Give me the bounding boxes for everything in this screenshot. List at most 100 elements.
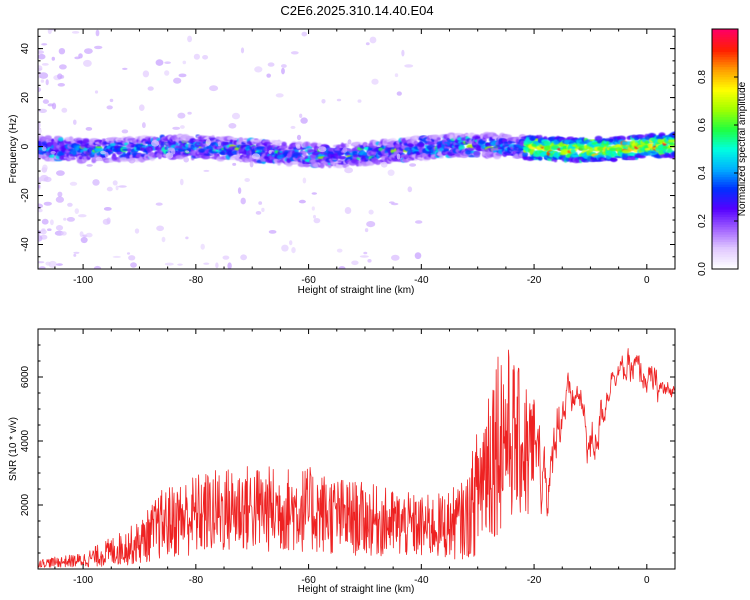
colorbar-band [712,94,738,98]
colorbar-band [712,29,738,33]
spectrogram-cell [417,142,425,148]
spectrogram-cell [306,146,313,150]
spectrogram-noise-cell [84,48,93,54]
spectrogram-noise-cell [336,98,342,102]
y-tick-label: 0 [20,143,31,149]
spectrogram-noise-cell [240,197,246,205]
spectrogram-noise-cell [73,251,80,254]
spectrogram-noise-cell [244,178,250,182]
colorbar-band [712,176,738,180]
colorbar-band [712,166,738,170]
spectrogram-noise-cell [38,108,48,113]
spectrogram-noise-cell [55,196,64,203]
spectrogram-noise-cell [112,180,118,186]
spectrogram-noise-cell [391,202,399,206]
colorbar-band [712,141,738,145]
colorbar-band [712,256,738,260]
spectrogram-noise-cell [42,99,50,104]
spectrogram-cell [594,135,603,142]
y-tick-label: 2000 [20,493,31,516]
colorbar-band [712,189,738,193]
colorbar-band [712,154,738,158]
x-tick-label: -20 [527,575,542,586]
spectrogram-cell [205,156,211,159]
colorbar-band [712,174,738,178]
spectrogram-noise-cell [41,63,49,66]
snr-y-label: SNR (10 * v/v) [8,417,19,481]
spectrogram-noise-cell [180,135,188,139]
spectrogram-noise-cell [115,185,119,191]
spectrogram-cell [363,152,368,156]
snr-series-line [38,348,675,568]
spectrogram-noise-cell [147,86,154,91]
spectrogram-noise-cell [202,55,209,60]
spectrogram-noise-cell [103,207,112,211]
spectrogram-noise-cell [112,255,122,258]
colorbar-band [712,164,738,168]
spectrogram-noise-cell [249,161,254,168]
x-tick-label: 0 [644,575,650,586]
spectrogram-y-ticks: -40 -20 0 20 40 [20,35,675,270]
colorbar-band [712,216,738,220]
colorbar-band [712,74,738,78]
spectrogram-noise-cell [396,91,402,96]
spectrogram-noise-cell [254,66,263,73]
spectrogram-noise-cell [95,156,103,161]
spectrogram-noise-cell [106,137,115,140]
colorbar-band [712,261,738,265]
spectrogram-noise-cell [185,236,189,240]
spectrogram-noise-cell [228,123,237,129]
spectrogram-noise-cell [185,150,189,153]
spectrogram-noise-cell [100,150,106,155]
colorbar-band [712,116,738,120]
colorbar-band [712,171,738,175]
colorbar-band [712,199,738,203]
spectrogram-cell [538,156,543,161]
spectrogram-noise-cell [142,122,146,129]
spectrogram-cell [668,138,675,143]
colorbar-band [712,221,738,225]
spectrogram-noise-cell [118,185,127,188]
spectrogram-noise-cell [227,262,232,269]
colorbar-band [712,234,738,238]
x-tick-label: -60 [301,275,316,286]
spectrogram-noise-cell [57,83,65,87]
colorbar-band [712,239,738,243]
spectrogram-noise-cell [130,262,137,268]
spectrogram-noise-cell [177,112,186,119]
spectrogram-noise-cell [414,252,422,260]
spectrogram-noise-cell [73,119,77,125]
spectrogram-noise-cell [289,240,293,246]
colorbar-band [712,79,738,83]
spectrogram-noise-cell [215,262,219,269]
colorbar-band [712,134,738,138]
spectrogram-noise-cell [364,228,369,233]
spectrogram-noise-cell [301,31,308,37]
spectrogram-noise-cell [222,255,230,260]
spectrogram-noise-cell [126,252,131,255]
spectrogram-cell [522,151,529,157]
x-tick-label: -100 [73,575,93,586]
spectrogram-noise-cell [371,78,379,85]
spectrogram-cell [438,156,444,159]
spectrogram-noise-cell [164,70,170,76]
x-tick-label: -100 [73,275,93,286]
spectrogram-cell [638,134,646,139]
spectrogram-noise-cell [415,220,423,224]
spectrogram-noise-cell [281,64,287,68]
colorbar-band [712,249,738,253]
x-tick-label: -40 [414,275,429,286]
spectrogram-noise-cell [231,155,241,159]
spectrogram-noise-cell [151,140,160,147]
spectrogram-noise-cell [409,163,417,167]
spectrogram-noise-cell [266,73,272,78]
snr-x-ticks: -100 -80 -60 -40 -20 0 [54,329,676,586]
spectrogram-noise-cell [193,53,200,60]
colorbar-band [712,96,738,100]
colorbar-band [712,51,738,55]
spectrogram-noise-cell [66,217,75,222]
spectrogram-cell [109,151,114,154]
spectrogram-noise-cell [92,179,100,186]
spectrogram-cell [302,164,311,167]
colorbar-band [712,76,738,80]
